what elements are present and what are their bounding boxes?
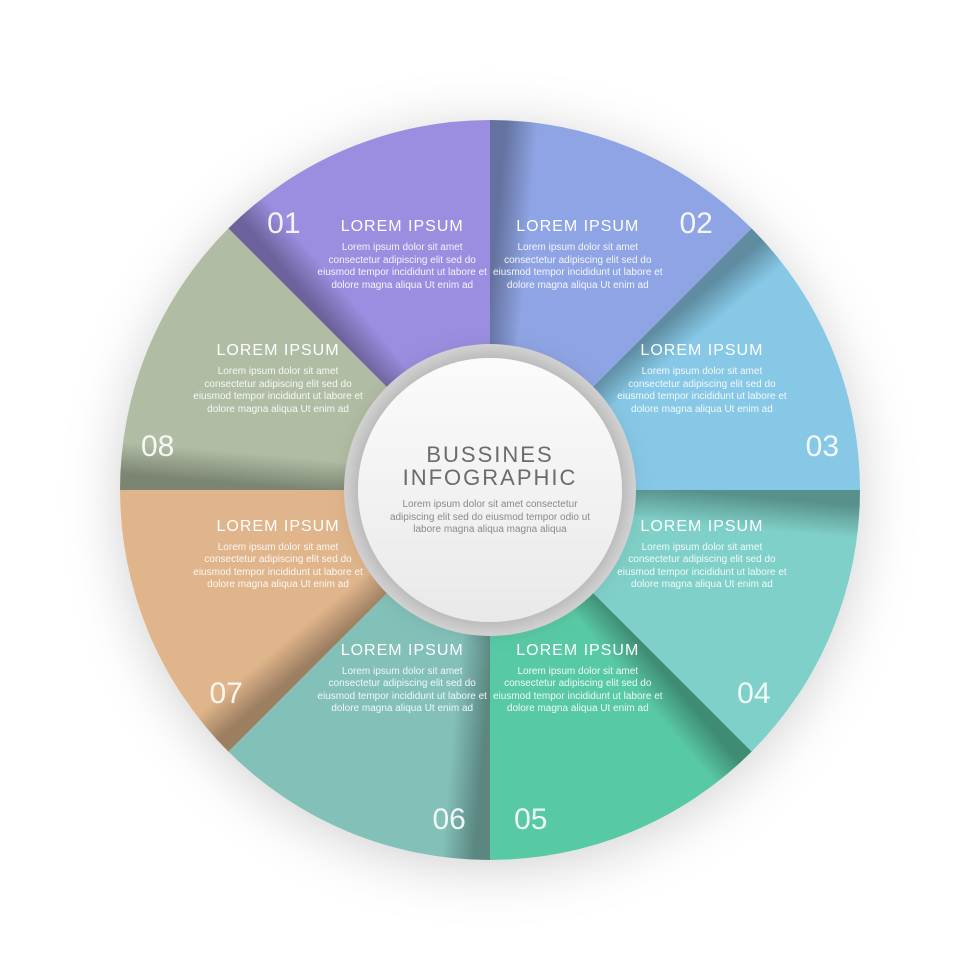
hub-title-line1: BUSSINES	[426, 443, 553, 466]
hub-title-line2: INFOGRAPHIC	[403, 466, 578, 489]
infographic-stage: BUSSINES INFOGRAPHIC Lorem ipsum dolor s…	[0, 0, 980, 980]
center-hub: BUSSINES INFOGRAPHIC Lorem ipsum dolor s…	[358, 358, 622, 622]
hub-body-text: Lorem ipsum dolor sit amet consectetur a…	[380, 499, 600, 537]
